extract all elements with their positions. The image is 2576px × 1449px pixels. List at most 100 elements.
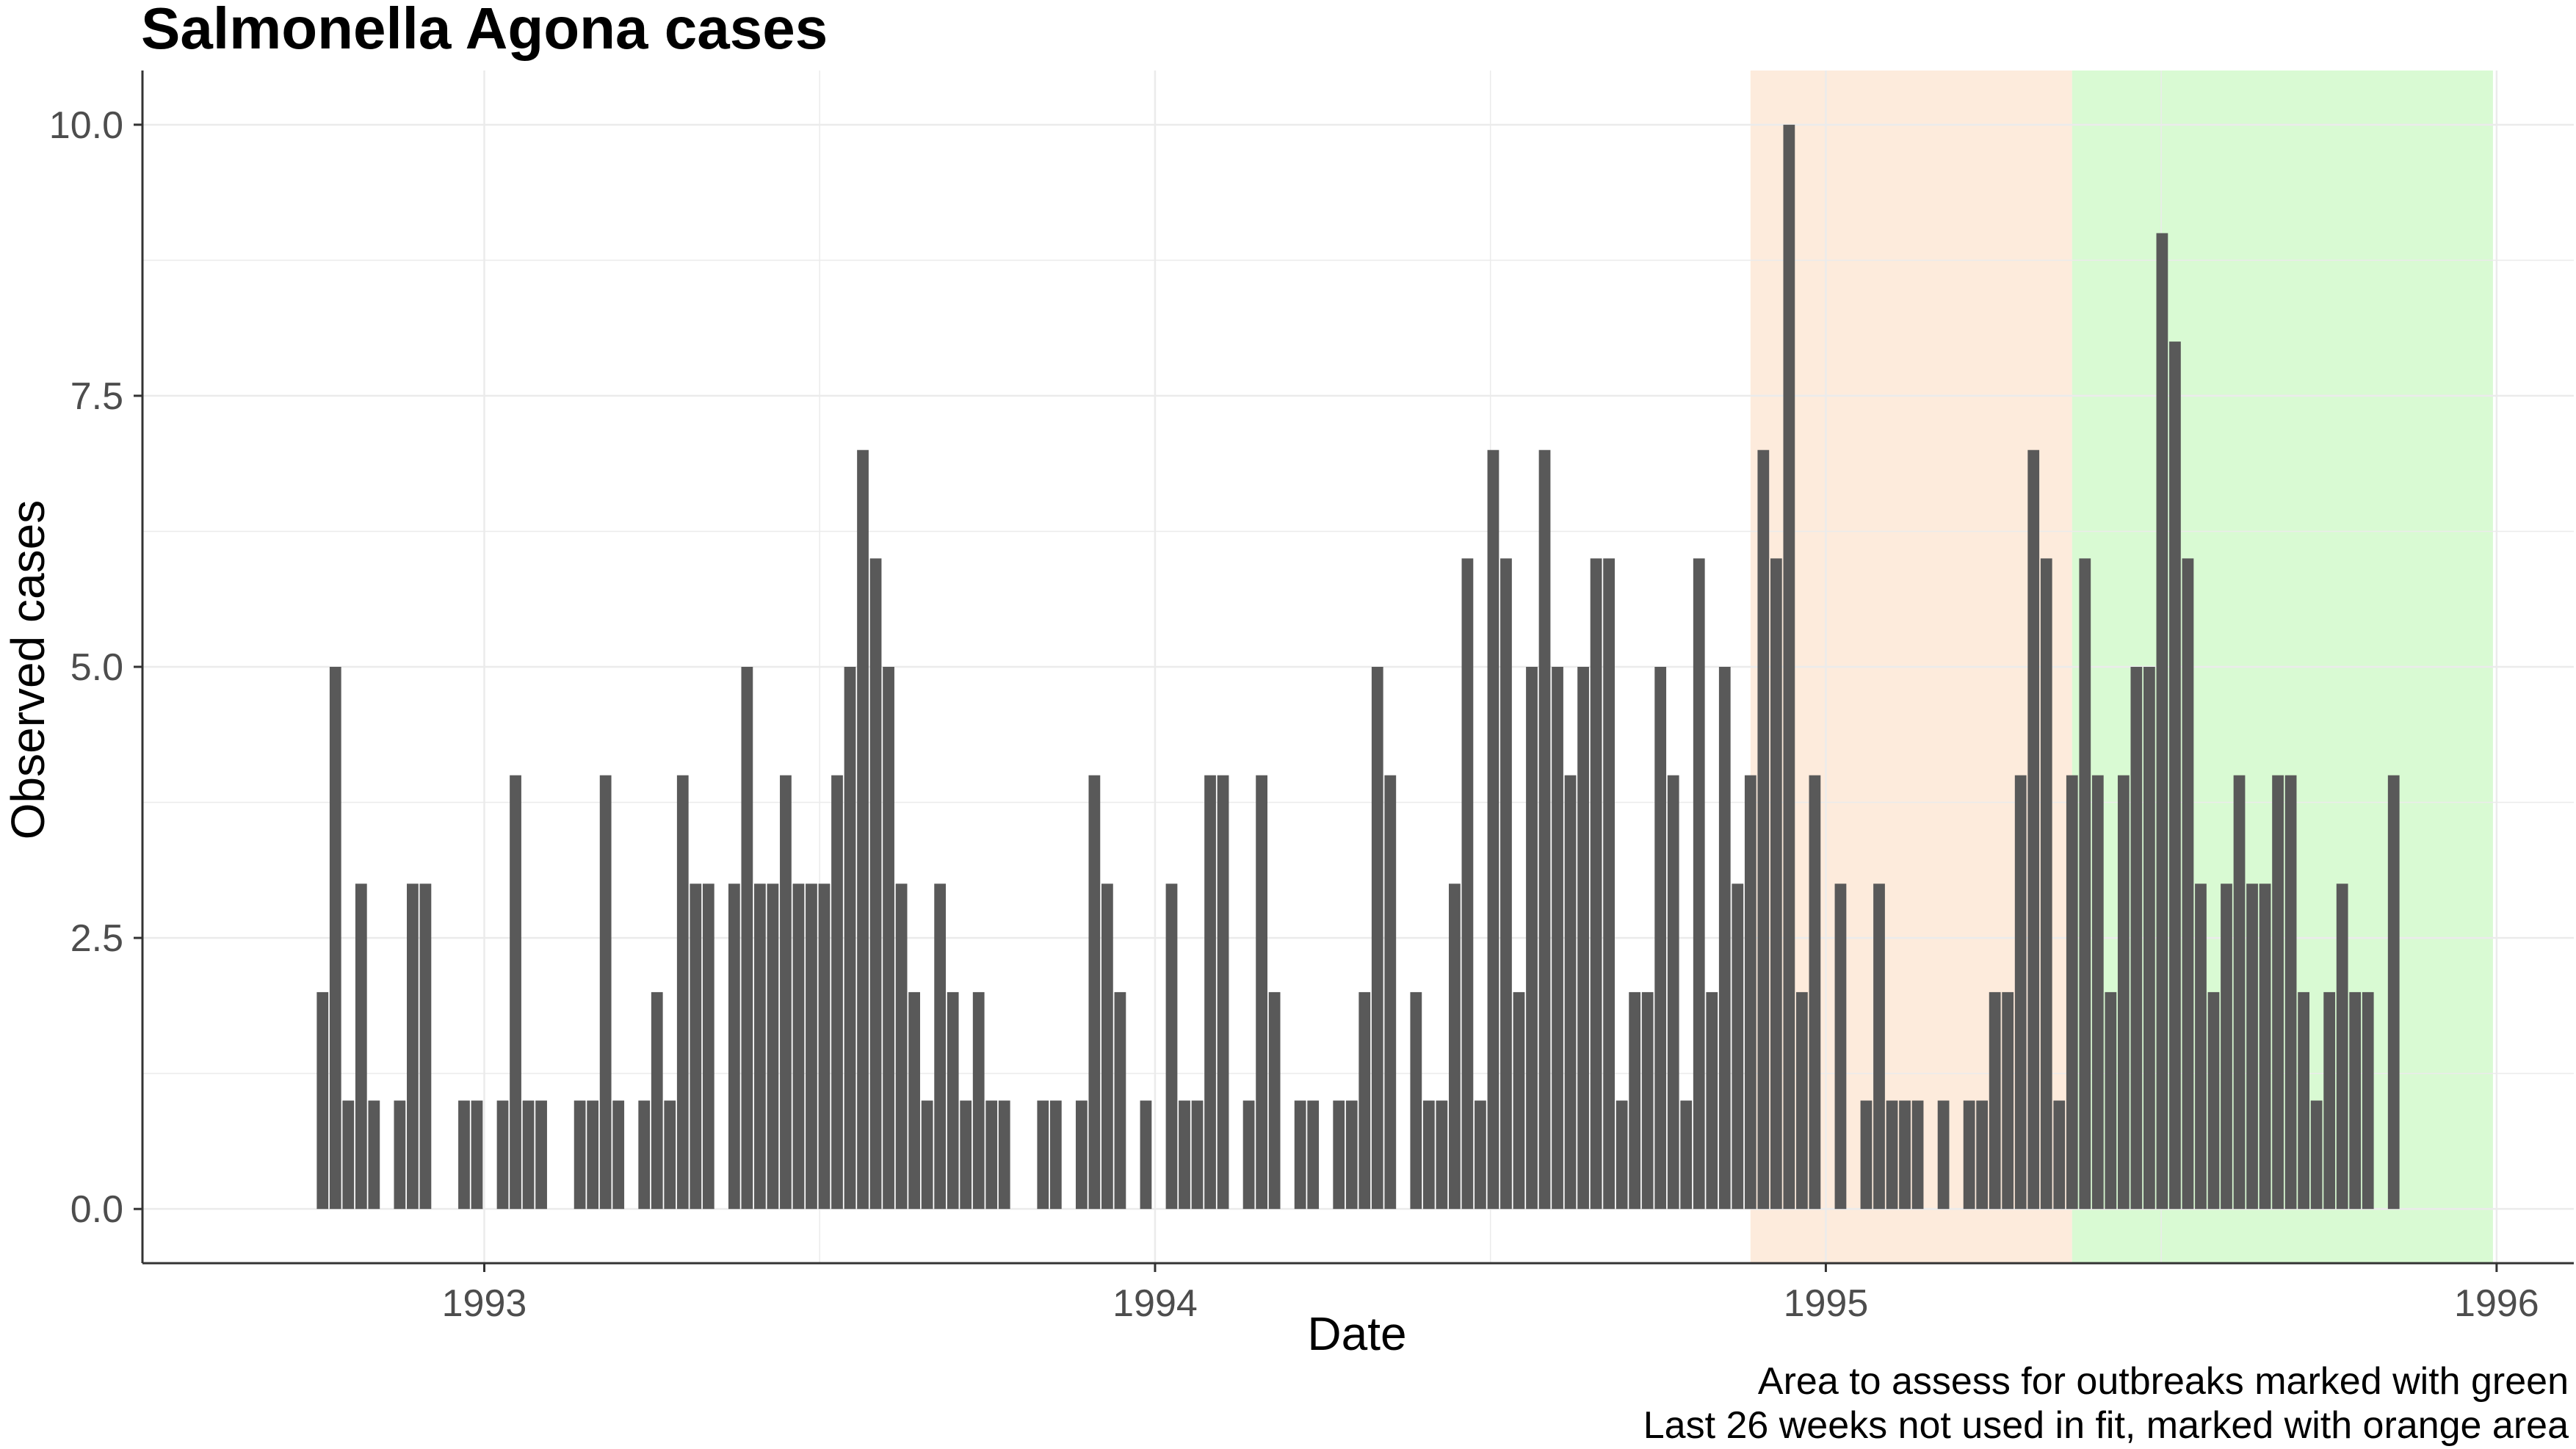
bar <box>2221 884 2232 1210</box>
bar <box>1256 775 1267 1210</box>
bar <box>1732 884 1744 1210</box>
bar <box>1371 667 1383 1210</box>
bar <box>934 884 947 1210</box>
bar <box>1937 1100 1950 1210</box>
bar <box>1037 1100 1049 1210</box>
bar <box>471 1100 483 1210</box>
bar <box>792 884 805 1210</box>
bar <box>2323 991 2336 1210</box>
bar <box>2246 884 2258 1210</box>
bar <box>1783 124 1795 1210</box>
tick-labels: 0.0 2.5 5.0 7.5 10.0 1993 1994 1995 1996 <box>49 104 2539 1325</box>
bar <box>2387 775 2400 1210</box>
bar <box>1217 775 1229 1210</box>
bar <box>908 991 920 1210</box>
bar <box>2117 775 2130 1210</box>
bar <box>1590 558 1602 1210</box>
bar <box>1242 1100 1255 1210</box>
bar <box>574 1100 586 1210</box>
y-tick-label: 7.5 <box>70 375 123 418</box>
bar <box>1384 775 1397 1210</box>
bar <box>1461 558 1474 1210</box>
bar <box>1101 884 1113 1210</box>
bar <box>1410 991 1422 1210</box>
bar <box>2143 667 2155 1210</box>
bar <box>587 1100 599 1210</box>
bar <box>1989 991 2001 1210</box>
bar <box>1449 884 1461 1210</box>
bar <box>2233 775 2246 1210</box>
bar <box>2027 449 2040 1210</box>
bar <box>1641 991 1654 1210</box>
bar <box>2336 884 2348 1210</box>
bar <box>1757 449 1770 1210</box>
bar <box>1487 449 1499 1210</box>
bar <box>921 1100 933 1210</box>
x-axis-title: Date <box>1307 1307 1406 1360</box>
bar <box>960 1100 972 1210</box>
bar <box>2284 775 2297 1210</box>
bar <box>1422 1100 1435 1210</box>
caption-line-1: Area to assess for outbreaks marked with… <box>1758 1360 2569 1403</box>
bar <box>1358 991 1371 1210</box>
bar <box>1809 775 1821 1210</box>
bar <box>728 884 740 1210</box>
bar <box>2298 991 2309 1210</box>
bar <box>895 884 908 1210</box>
y-tick-label: 0.0 <box>70 1188 123 1231</box>
bar <box>1307 1100 1320 1210</box>
caption-line-2: Last 26 weeks not used in fit, marked wi… <box>1643 1404 2569 1447</box>
bar <box>857 449 869 1210</box>
x-tick-label: 1996 <box>2454 1282 2539 1325</box>
bar <box>2349 991 2362 1210</box>
bar <box>869 558 882 1210</box>
bar <box>510 775 521 1210</box>
bar <box>2053 1100 2066 1210</box>
bar <box>947 991 959 1210</box>
bar <box>1436 1100 1448 1210</box>
bar <box>1075 1100 1088 1210</box>
bar <box>1049 1100 1062 1210</box>
bar <box>316 991 329 1210</box>
bar <box>1899 1100 1911 1210</box>
bar <box>355 884 367 1210</box>
bar <box>676 775 689 1210</box>
bar <box>2259 884 2271 1210</box>
axes <box>134 71 2574 1272</box>
bar <box>1744 775 1756 1210</box>
bar <box>1873 884 1885 1210</box>
bar <box>1513 991 1525 1210</box>
x-tick-label: 1994 <box>1112 1282 1198 1325</box>
bar <box>1886 1100 1898 1210</box>
y-axis-title: Observed cases <box>1 500 54 839</box>
bar <box>1165 884 1178 1210</box>
y-tick-label: 10.0 <box>49 104 123 147</box>
bar <box>368 1100 380 1210</box>
bar <box>1564 775 1577 1210</box>
bar <box>2002 991 2014 1210</box>
bar <box>664 1100 676 1210</box>
bar <box>1140 1100 1152 1210</box>
bar <box>2130 667 2143 1210</box>
bar <box>1577 667 1589 1210</box>
bar <box>1680 1100 1693 1210</box>
bar <box>2272 775 2284 1210</box>
bar <box>1667 775 1679 1210</box>
bar <box>2079 558 2091 1210</box>
bar <box>702 884 714 1210</box>
bar <box>1718 667 1731 1210</box>
bar <box>1333 1100 1345 1210</box>
bar <box>651 991 663 1210</box>
bar <box>1475 1100 1486 1210</box>
bar <box>1706 991 1718 1210</box>
bar <box>690 884 702 1210</box>
bar <box>1911 1100 1924 1210</box>
bar <box>1268 991 1281 1210</box>
bar <box>1976 1100 1989 1210</box>
bar <box>1204 775 1216 1210</box>
bar <box>407 884 419 1210</box>
chart-title: Salmonella Agona cases <box>141 0 828 61</box>
bar <box>2066 775 2078 1210</box>
bar <box>844 667 856 1210</box>
